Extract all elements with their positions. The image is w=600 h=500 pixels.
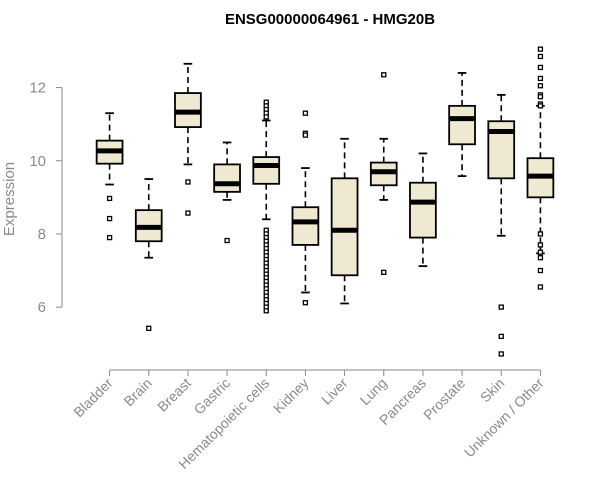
box-iqr — [213, 163, 241, 193]
box-group — [409, 152, 437, 268]
outlier-point — [537, 94, 544, 100]
outlier-point — [537, 242, 544, 248]
x-tick-label: Bladder — [70, 375, 116, 421]
box-iqr — [409, 181, 437, 239]
outlier-point — [381, 269, 387, 276]
outlier-point — [537, 284, 544, 290]
box-group — [134, 178, 163, 331]
chart-title: ENSG00000064961 - HMG20B — [225, 11, 435, 28]
outlier-point — [106, 195, 113, 202]
boxes-layer — [95, 46, 555, 357]
outlier-point — [537, 53, 544, 60]
outlier-point — [106, 215, 113, 222]
x-tick-label: Lung — [357, 375, 390, 408]
box-group — [448, 72, 476, 178]
outlier-point — [106, 234, 113, 241]
x-tick-label: Kidney — [270, 375, 312, 417]
box-group — [487, 93, 516, 357]
outlier-point — [498, 351, 504, 357]
outlier-point — [302, 132, 309, 138]
box-iqr — [448, 104, 476, 146]
y-tick-label: 10 — [29, 153, 46, 170]
box-group — [330, 137, 359, 305]
outlier-point — [224, 237, 230, 244]
outlier-point — [498, 304, 504, 310]
outlier-point — [537, 64, 544, 71]
x-tick-label: Prostate — [420, 375, 468, 423]
box-group — [526, 46, 555, 290]
outlier-point — [146, 325, 152, 331]
box-iqr — [291, 206, 320, 246]
outlier-point — [498, 333, 504, 340]
box-group — [369, 72, 398, 276]
y-tick-label: 8 — [38, 226, 46, 243]
box-group — [213, 141, 241, 244]
box-group — [95, 112, 124, 241]
box-group — [291, 110, 320, 306]
x-tick-label: Breast — [154, 375, 194, 415]
x-tick-label: Skin — [477, 375, 508, 406]
y-tick-label: 12 — [29, 80, 46, 97]
box-group — [252, 99, 281, 314]
outlier-point — [537, 103, 544, 109]
y-axis-label: Expression — [1, 162, 18, 236]
outlier-point — [263, 308, 269, 314]
outlier-point — [537, 46, 544, 52]
outlier-point — [381, 72, 387, 78]
outlier-point — [537, 249, 544, 255]
x-tick-label: Liver — [318, 375, 351, 408]
outlier-point — [263, 114, 269, 120]
outlier-point — [537, 255, 544, 261]
box-iqr — [330, 177, 359, 277]
outlier-point — [185, 210, 191, 216]
outlier-point — [537, 83, 544, 89]
y-axis: 6 8 10 12 — [29, 80, 63, 316]
outlier-point — [537, 75, 544, 82]
outlier-point — [185, 179, 191, 185]
outlier-point — [302, 110, 309, 116]
outlier-point — [537, 267, 544, 274]
x-tick-label: Brain — [120, 375, 154, 409]
box-iqr — [252, 156, 281, 185]
y-tick-label: 6 — [38, 299, 46, 316]
outlier-point — [537, 231, 544, 237]
box-group — [174, 62, 202, 216]
outlier-point — [302, 300, 309, 306]
